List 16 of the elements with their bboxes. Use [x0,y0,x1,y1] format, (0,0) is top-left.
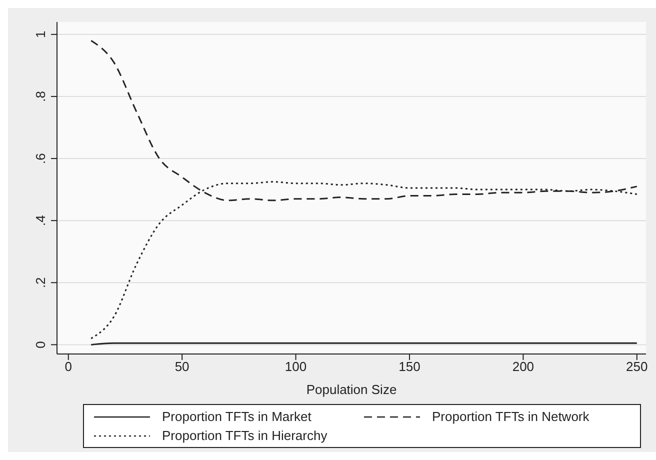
legend-label: Proportion TFTs in Network [432,409,590,424]
x-tick-label: 200 [512,359,534,374]
x-tick-label: 250 [626,359,648,374]
legend-label: Proportion TFTs in Market [162,409,312,424]
y-tick-label: 0 [33,341,48,348]
x-tick-label: 150 [398,359,420,374]
x-tick-label: 0 [64,359,72,374]
y-tick-label: .2 [33,277,48,288]
x-tick-label: 50 [174,359,190,374]
y-tick-label: .8 [33,91,48,102]
x-axis-title: Population Size [306,382,397,397]
y-tick-label: .4 [33,215,48,226]
y-tick-label: 1 [33,30,48,38]
legend-label: Proportion TFTs in Hierarchy [162,428,328,443]
x-tick-label: 100 [284,359,307,374]
y-tick-label: .6 [33,153,48,164]
